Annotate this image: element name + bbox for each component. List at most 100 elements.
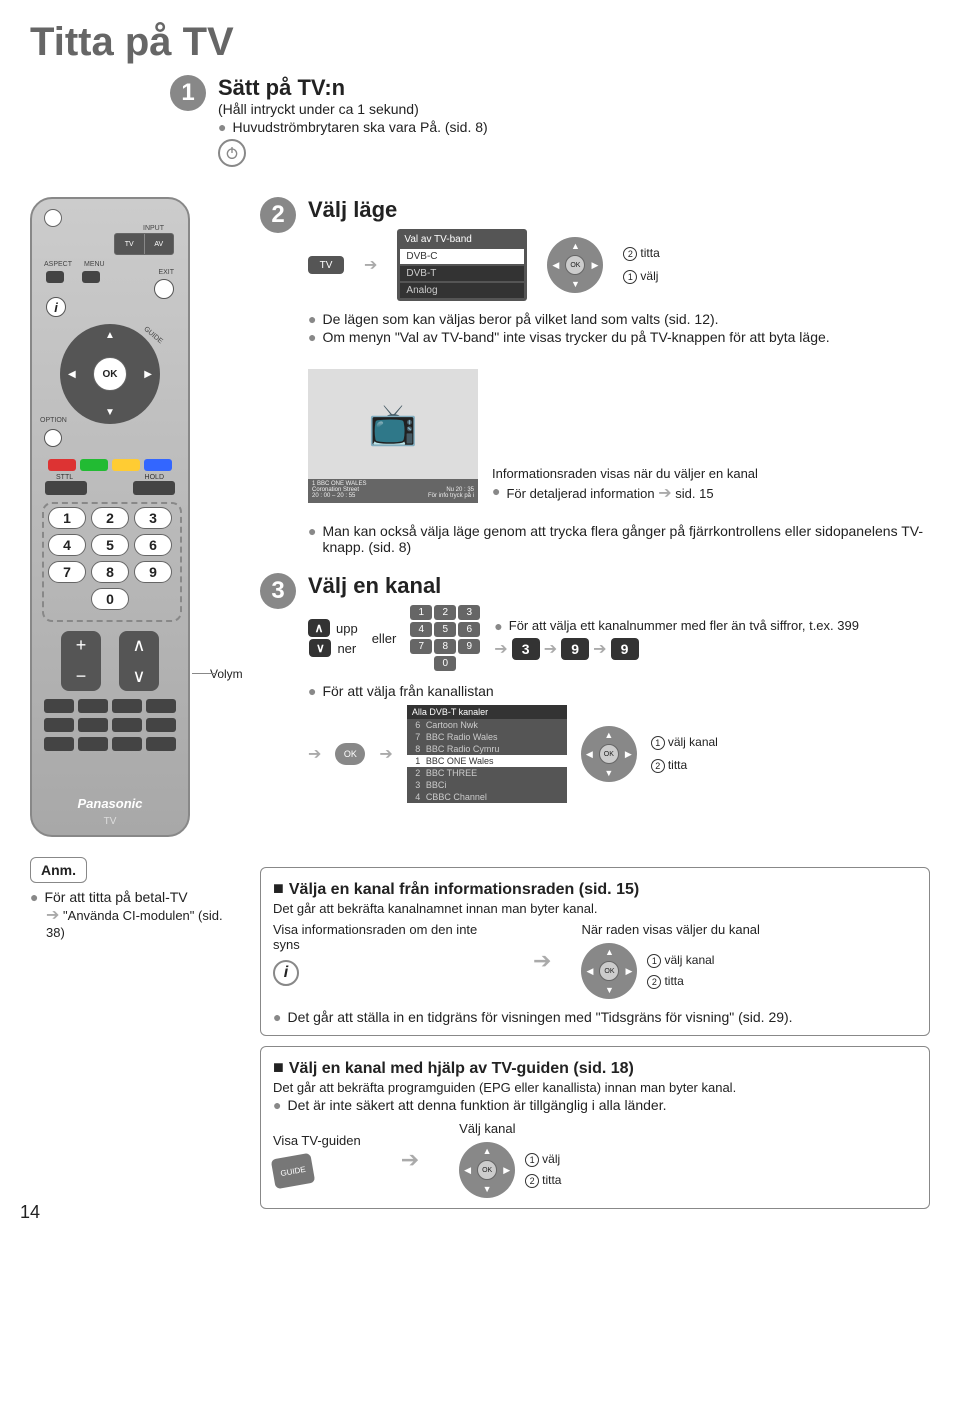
step2-also: Man kan också välja läge genom att tryck… bbox=[322, 523, 930, 555]
tvguide-box: ■ Välj en kanal med hjälp av TV-guiden (… bbox=[260, 1046, 930, 1209]
box1-heading: Välja en kanal från informationsraden (s… bbox=[289, 881, 639, 898]
red-button[interactable] bbox=[48, 459, 76, 471]
osd-item-analog: Analog bbox=[400, 283, 524, 298]
menu-button[interactable] bbox=[82, 271, 100, 283]
step-2-badge: 2 bbox=[260, 197, 296, 233]
step3-valj-kanal: 1välj kanal bbox=[651, 735, 718, 750]
page-number: 14 bbox=[20, 1202, 40, 1223]
sttl-button[interactable] bbox=[45, 481, 87, 495]
volume-rocker[interactable]: +− bbox=[61, 631, 101, 691]
step-1-badge: 1 bbox=[170, 75, 206, 111]
nav-mini-step2: OK ▲▼ ◀▶ bbox=[547, 237, 603, 293]
digit-9a: 9 bbox=[561, 638, 589, 660]
key-3[interactable]: 3 bbox=[134, 507, 172, 529]
input-tv[interactable]: TV bbox=[115, 234, 145, 254]
nav-up-icon[interactable]: ▲ bbox=[105, 330, 115, 341]
blue-button[interactable] bbox=[144, 459, 172, 471]
box1-when-shown: När raden visas väljer du kanal bbox=[581, 922, 917, 937]
input-label: INPUT bbox=[143, 225, 164, 232]
channel-list: Alla DVB-T kanaler 6Cartoon Nwk 7BBC Rad… bbox=[407, 705, 567, 803]
media-buttons[interactable] bbox=[44, 699, 176, 751]
remote-power-button[interactable] bbox=[44, 209, 62, 227]
number-pad[interactable]: 1 2 3 4 5 6 7 8 9 0 bbox=[48, 507, 172, 610]
option-button[interactable] bbox=[44, 429, 62, 447]
nav-mini-ok: OK bbox=[565, 255, 585, 275]
brand-tv-label: TV bbox=[32, 816, 188, 827]
guide-label: GUIDE bbox=[142, 326, 163, 346]
box1-line1: Det går att bekräfta kanalnamnet innan m… bbox=[273, 901, 917, 916]
key-8[interactable]: 8 bbox=[91, 561, 129, 583]
aspect-button[interactable] bbox=[46, 271, 64, 283]
step2-titta: 2titta bbox=[623, 246, 659, 261]
from-list: För att välja från kanallistan bbox=[322, 683, 493, 699]
key-9[interactable]: 9 bbox=[134, 561, 172, 583]
upp-label: upp bbox=[336, 621, 358, 636]
box1-timelimit: Det går att ställa in en tidgräns för vi… bbox=[287, 1009, 792, 1025]
digit-3: 3 bbox=[512, 638, 540, 660]
green-button[interactable] bbox=[80, 459, 108, 471]
anm-box: Anm. bbox=[30, 857, 87, 883]
info-icon: i bbox=[273, 960, 299, 986]
exit-button[interactable] bbox=[154, 279, 174, 299]
arrow-icon: ➔ bbox=[364, 255, 377, 275]
page-title: Titta på TV bbox=[30, 20, 930, 65]
input-av[interactable]: AV bbox=[145, 234, 174, 254]
tv-preview: 📺 bbox=[308, 369, 478, 479]
box1-show-info: Visa informationsraden om den inte syns bbox=[273, 922, 503, 952]
nav-down-icon[interactable]: ▼ bbox=[105, 407, 115, 418]
nav-right-icon[interactable]: ▶ bbox=[144, 369, 152, 380]
key-5[interactable]: 5 bbox=[91, 534, 129, 556]
sttl-label: STTL bbox=[56, 474, 73, 481]
box2-show-guide: Visa TV-guiden bbox=[273, 1133, 361, 1148]
step2-bullet2: Om menyn "Val av TV-band" inte visas try… bbox=[322, 329, 829, 345]
osd-item-dvbt: DVB-T bbox=[400, 266, 524, 281]
nav-mini-box1: OK ▲▼ ◀▶ bbox=[581, 943, 637, 999]
hold-label: HOLD bbox=[145, 474, 164, 481]
channel-rocker[interactable]: ∧∨ bbox=[119, 631, 159, 691]
step2-bullet1: De lägen som kan väljas beror på vilket … bbox=[322, 311, 718, 327]
box2-heading: Välj en kanal med hjälp av TV-guiden (si… bbox=[289, 1060, 634, 1077]
step2-heading: Välj läge bbox=[308, 197, 930, 223]
remote-control: INPUT TV AV ASPECT MENU EXIT i OK ▲ ▼ ◀ … bbox=[30, 197, 190, 837]
key-7[interactable]: 7 bbox=[48, 561, 86, 583]
step1-heading: Sätt på TV:n bbox=[218, 75, 488, 101]
nav-mini-step3: OK ▲▼ ◀▶ bbox=[581, 726, 637, 782]
more-digits: För att välja ett kanalnummer med fler ä… bbox=[509, 618, 859, 633]
anm-text2: "Använda CI-modulen" (sid. 38) bbox=[46, 908, 223, 940]
key-4[interactable]: 4 bbox=[48, 534, 86, 556]
input-switch[interactable]: TV AV bbox=[114, 233, 174, 255]
box2-bullet: Det är inte säkert att denna funktion är… bbox=[287, 1097, 666, 1113]
osd-item-dvbc: DVB-C bbox=[400, 249, 524, 264]
tv-key-icon: TV bbox=[308, 256, 344, 274]
ok-button[interactable]: OK bbox=[93, 357, 127, 391]
ch-list-title: Alla DVB-T kanaler bbox=[407, 705, 567, 719]
key-0[interactable]: 0 bbox=[91, 588, 129, 610]
ok-pill: OK bbox=[335, 743, 365, 765]
hold-button[interactable] bbox=[133, 481, 175, 495]
key-6[interactable]: 6 bbox=[134, 534, 172, 556]
eller-label: eller bbox=[372, 631, 397, 646]
box2-choose: Välj kanal bbox=[459, 1121, 561, 1136]
volym-label: Volym bbox=[210, 667, 243, 681]
ner-label: ner bbox=[337, 641, 356, 656]
box2-line1: Det går att bekräfta programguiden (EPG … bbox=[273, 1080, 917, 1095]
key-2[interactable]: 2 bbox=[91, 507, 129, 529]
nav-ring[interactable]: OK ▲ ▼ ◀ ▶ GUIDE bbox=[60, 324, 160, 424]
digit-9b: 9 bbox=[611, 638, 639, 660]
info-banner: 1 BBC ONE WALES Coronation StreetNu 20 :… bbox=[308, 479, 478, 503]
color-buttons[interactable] bbox=[48, 459, 172, 471]
step1-sub: (Håll intryckt under ca 1 sekund) bbox=[218, 101, 488, 117]
info-line: Informationsraden visas när du väljer en… bbox=[492, 466, 758, 481]
nav-left-icon[interactable]: ◀ bbox=[68, 369, 76, 380]
yellow-button[interactable] bbox=[112, 459, 140, 471]
info-button[interactable]: i bbox=[46, 297, 66, 317]
power-icon bbox=[218, 139, 246, 167]
infobar-box: ■ Välja en kanal från informationsraden … bbox=[260, 867, 930, 1036]
osd-title: Val av TV-band bbox=[400, 232, 524, 247]
step3-heading: Välj en kanal bbox=[308, 573, 930, 599]
aspect-label: ASPECT bbox=[44, 261, 72, 268]
key-1[interactable]: 1 bbox=[48, 507, 86, 529]
brand-label: Panasonic bbox=[32, 796, 188, 811]
step2-valj: 1välj bbox=[623, 269, 659, 284]
exit-label: EXIT bbox=[158, 269, 174, 276]
